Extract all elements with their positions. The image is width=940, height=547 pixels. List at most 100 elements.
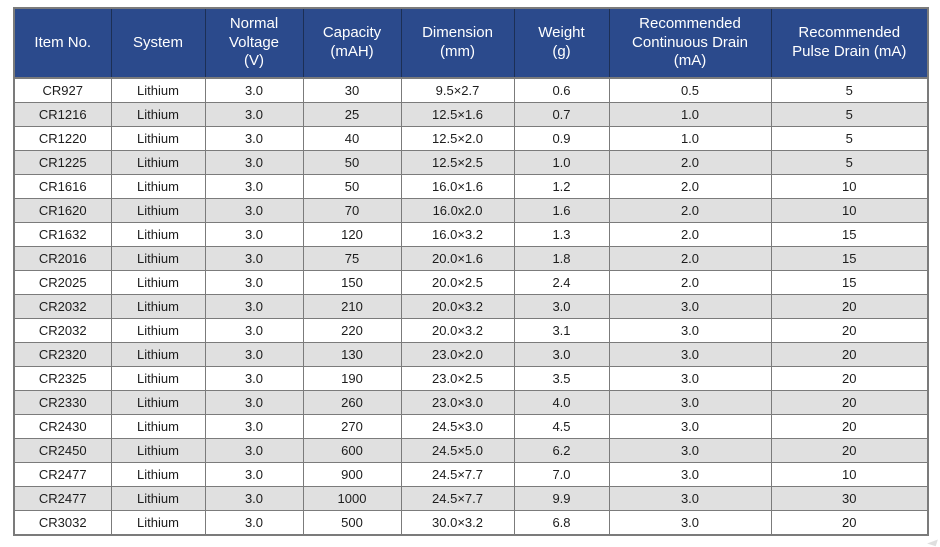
cell: Lithium — [110, 486, 206, 511]
cell: 3.0 — [608, 318, 772, 343]
cell: 3.0 — [608, 390, 772, 415]
cell: 260 — [302, 390, 402, 415]
cell: 10 — [770, 198, 929, 223]
column-header: Recommended Pulse Drain (mA) — [770, 7, 929, 79]
table-row: CR2325 Lithium 3.0 190 23.0×2.5 3.5 3.0 20 — [13, 366, 929, 391]
cell: 1.0 — [608, 126, 772, 151]
cell: 2.0 — [608, 150, 772, 175]
cell: 3.0 — [204, 102, 304, 127]
cell: 3.0 — [204, 342, 304, 367]
column-header: Capacity (mAH) — [302, 7, 402, 79]
column-header: Weight (g) — [513, 7, 610, 79]
cell: 1.0 — [608, 102, 772, 127]
cell: CR2325 — [13, 366, 112, 391]
cell: 600 — [302, 438, 402, 463]
cell: 3.0 — [608, 462, 772, 487]
cell: 3.0 — [608, 366, 772, 391]
cell: 2.0 — [608, 174, 772, 199]
cell: 10 — [770, 462, 929, 487]
column-header: Recommended Continuous Drain (mA) — [608, 7, 772, 79]
cell: CR1616 — [13, 174, 112, 199]
table-row: CR2330 Lithium 3.0 260 23.0×3.0 4.0 3.0 20 — [13, 390, 929, 415]
cell: CR1216 — [13, 102, 112, 127]
cell: 2.4 — [513, 270, 610, 295]
cell: 50 — [302, 150, 402, 175]
cell: 3.0 — [608, 438, 772, 463]
cell: 24.5×5.0 — [400, 438, 515, 463]
cell: 3.0 — [204, 246, 304, 271]
cell: Lithium — [110, 294, 206, 319]
table-row: CR1225 Lithium 3.0 50 12.5×2.5 1.0 2.0 5 — [13, 150, 929, 175]
table-row: CR2032 Lithium 3.0 220 20.0×3.2 3.1 3.0 20 — [13, 318, 929, 343]
table-row: CR2430 Lithium 3.0 270 24.5×3.0 4.5 3.0 20 — [13, 414, 929, 439]
cell: Lithium — [110, 342, 206, 367]
cell: 24.5×7.7 — [400, 462, 515, 487]
cell: Lithium — [110, 126, 206, 151]
cell: 1000 — [302, 486, 402, 511]
cell: 12.5×2.5 — [400, 150, 515, 175]
cell: 5 — [770, 77, 929, 103]
cell: 10 — [770, 174, 929, 199]
cell: 3.1 — [513, 318, 610, 343]
cell: 3.0 — [204, 174, 304, 199]
cell: 50 — [302, 174, 402, 199]
cell: 150 — [302, 270, 402, 295]
cell: 20 — [770, 510, 929, 536]
cell: 3.0 — [608, 414, 772, 439]
cell: 3.0 — [513, 342, 610, 367]
table-row: CR2032 Lithium 3.0 210 20.0×3.2 3.0 3.0 20 — [13, 294, 929, 319]
cell: 3.0 — [204, 294, 304, 319]
cell: 2.0 — [608, 270, 772, 295]
table-row: CR2450 Lithium 3.0 600 24.5×5.0 6.2 3.0 20 — [13, 438, 929, 463]
cell: Lithium — [110, 414, 206, 439]
cell: 20.0×3.2 — [400, 318, 515, 343]
cell: CR2477 — [13, 486, 112, 511]
cell: 2.0 — [608, 198, 772, 223]
column-header: System — [110, 7, 206, 79]
cell: 0.7 — [513, 102, 610, 127]
cell: 3.0 — [204, 414, 304, 439]
cell: 75 — [302, 246, 402, 271]
cell: 40 — [302, 126, 402, 151]
cell: Lithium — [110, 174, 206, 199]
cell: 23.0×3.0 — [400, 390, 515, 415]
cell: 3.0 — [513, 294, 610, 319]
cell: 3.0 — [204, 270, 304, 295]
cell: 20 — [770, 438, 929, 463]
cell: 6.8 — [513, 510, 610, 536]
cell: CR2016 — [13, 246, 112, 271]
cell: 5 — [770, 102, 929, 127]
cell: CR2320 — [13, 342, 112, 367]
cell: Lithium — [110, 366, 206, 391]
cell: 3.0 — [204, 126, 304, 151]
cell: 500 — [302, 510, 402, 536]
battery-spec-table: Item No. System Normal Voltage (V) Capacity… — [13, 7, 929, 536]
cell: CR1220 — [13, 126, 112, 151]
cell: 15 — [770, 222, 929, 247]
cell: 210 — [302, 294, 402, 319]
cell: 12.5×2.0 — [400, 126, 515, 151]
cell: Lithium — [110, 438, 206, 463]
cell: 3.0 — [204, 366, 304, 391]
cell: 70 — [302, 198, 402, 223]
cell: 20 — [770, 342, 929, 367]
cell: 30.0×3.2 — [400, 510, 515, 536]
cell: Lithium — [110, 222, 206, 247]
cell: 3.0 — [204, 222, 304, 247]
table-row: CR2320 Lithium 3.0 130 23.0×2.0 3.0 3.0 20 — [13, 342, 929, 367]
cell: 1.2 — [513, 174, 610, 199]
cursor-artifact — [927, 536, 938, 547]
cell: 220 — [302, 318, 402, 343]
cell: CR2330 — [13, 390, 112, 415]
cell: 3.0 — [608, 510, 772, 536]
cell: 3.0 — [204, 318, 304, 343]
cell: CR1632 — [13, 222, 112, 247]
cell: 3.0 — [204, 198, 304, 223]
cell: CR2430 — [13, 414, 112, 439]
cell: 120 — [302, 222, 402, 247]
cell: CR2450 — [13, 438, 112, 463]
cell: 3.0 — [204, 438, 304, 463]
table-row: CR2025 Lithium 3.0 150 20.0×2.5 2.4 2.0 15 — [13, 270, 929, 295]
cell: 30 — [302, 77, 402, 103]
cell: 900 — [302, 462, 402, 487]
